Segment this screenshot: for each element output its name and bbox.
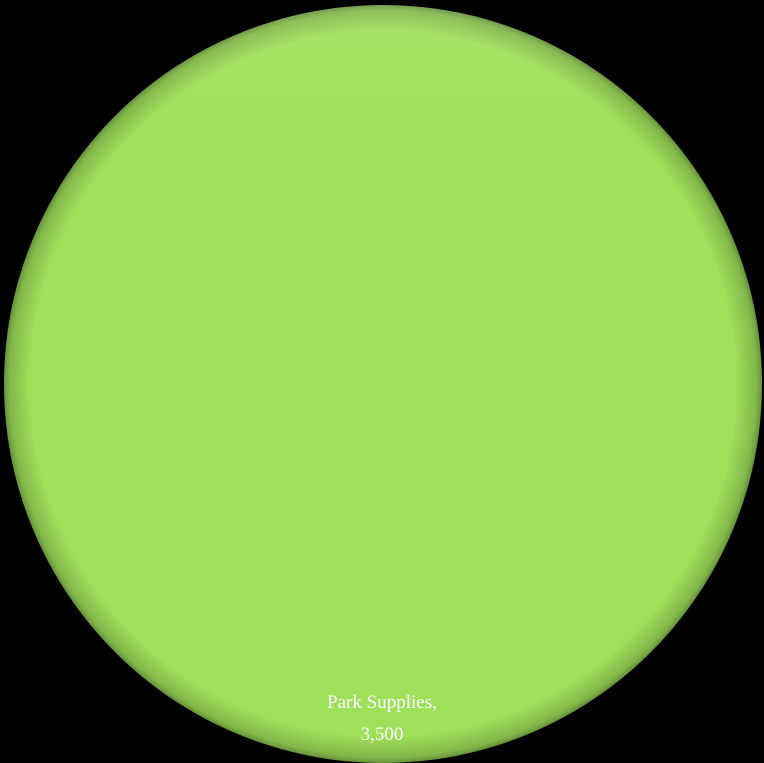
- pie-slices: [4, 5, 762, 763]
- data-label-park-supplies-value: 3,500: [361, 724, 404, 745]
- data-label-park-supplies-name: Park Supplies,: [327, 692, 437, 713]
- pie-data-labels: Park Supplies, 3,500: [327, 692, 437, 745]
- pie-top-highlight: [4, 5, 762, 763]
